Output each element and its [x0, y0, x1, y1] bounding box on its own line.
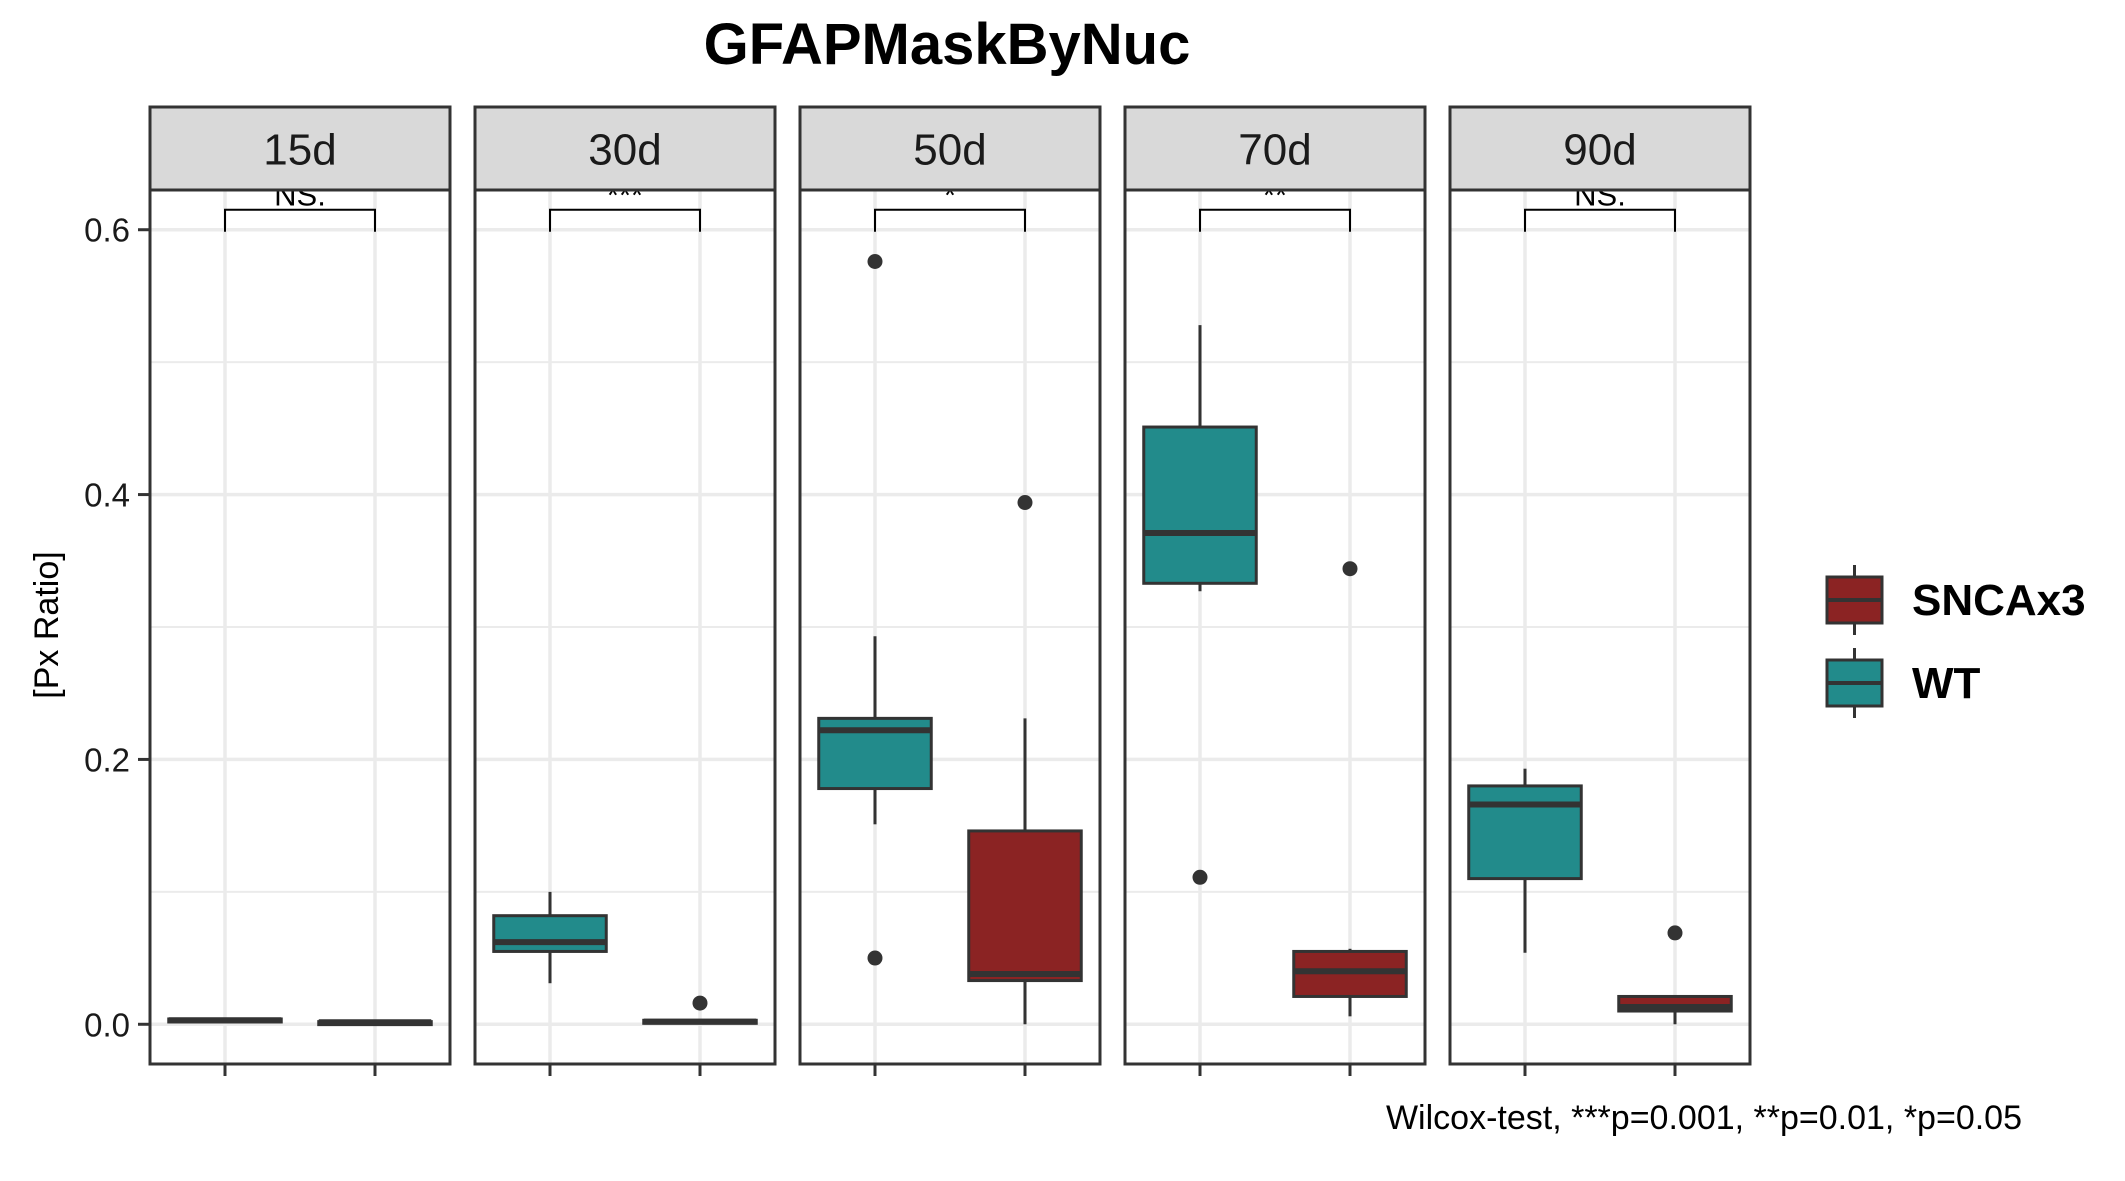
box-iqr [1142, 425, 1258, 585]
outlier-point [1342, 561, 1358, 577]
y-axis-label: [Px Ratio] [28, 551, 66, 698]
outlier-point [1667, 925, 1683, 941]
box-WT-70d [1142, 325, 1258, 885]
box-iqr [492, 914, 608, 953]
y-tick-label: 0.0 [84, 1006, 130, 1043]
outlier-point [692, 995, 708, 1011]
y-axis: 0.0 0.2 0.4 0.6 [84, 212, 150, 1043]
chart-title: GFAPMaskByNuc [704, 12, 1191, 77]
y-tick-label: 0.2 [84, 741, 130, 778]
facet-strip [798, 105, 1102, 192]
legend-label: SNCAx3 [1912, 576, 2086, 625]
outlier-point [1017, 495, 1033, 511]
facet-strip [1448, 105, 1752, 192]
facet-panel-50d: *50d [798, 105, 1102, 1076]
significance-bracket [1199, 208, 1351, 232]
box-WT-50d [817, 254, 933, 966]
legend-label: WT [1912, 659, 1981, 708]
box-WT-30d [492, 891, 608, 984]
legend-item-SNCAx3: SNCAx3 [1825, 565, 2086, 635]
facet-panel-15d: NS.15d [148, 105, 452, 1076]
significance-bracket [224, 208, 376, 232]
box-SNCAx3-90d [1617, 925, 1733, 1025]
facet-strip-label: 15d [263, 126, 336, 175]
outlier-point [1192, 869, 1208, 885]
facet-strip-label: 90d [1563, 126, 1636, 175]
test-caption: Wilcox-test, ***p=0.001, **p=0.01, *p=0.… [1386, 1099, 2022, 1137]
facet-strip-label: 70d [1238, 126, 1311, 175]
facet-strip [473, 105, 777, 192]
significance-bracket [1524, 208, 1676, 232]
facet-strip [1123, 105, 1427, 192]
panel-gridlines [1450, 190, 1750, 1064]
facet-panel-90d: NS.90d [1448, 105, 1752, 1076]
outlier-point [867, 950, 883, 966]
y-tick-label: 0.6 [84, 212, 130, 249]
significance-bracket [549, 208, 701, 232]
box-WT-90d [1467, 768, 1583, 953]
box-SNCAx3-30d [642, 995, 758, 1025]
outlier-point [867, 254, 883, 270]
box-iqr [1467, 784, 1583, 881]
y-tick-label: 0.4 [84, 477, 130, 514]
panel-gridlines [150, 190, 450, 1064]
facet-strip [148, 105, 452, 192]
box-SNCAx3-15d [317, 1019, 433, 1027]
box-WT-15d [167, 1017, 283, 1024]
facet-strip-label: 50d [913, 126, 986, 175]
legend-item-WT: WT [1825, 648, 1981, 718]
facet-panel-70d: **70d [1123, 105, 1427, 1076]
box-SNCAx3-50d [967, 495, 1083, 1025]
box-iqr [967, 829, 1083, 983]
facet-strip-label: 30d [588, 126, 661, 175]
significance-bracket [874, 208, 1026, 232]
box-SNCAx3-70d [1292, 561, 1408, 1017]
legend: SNCAx3 WT [1825, 565, 2086, 718]
facet-panel-30d: ***30d [473, 105, 777, 1076]
